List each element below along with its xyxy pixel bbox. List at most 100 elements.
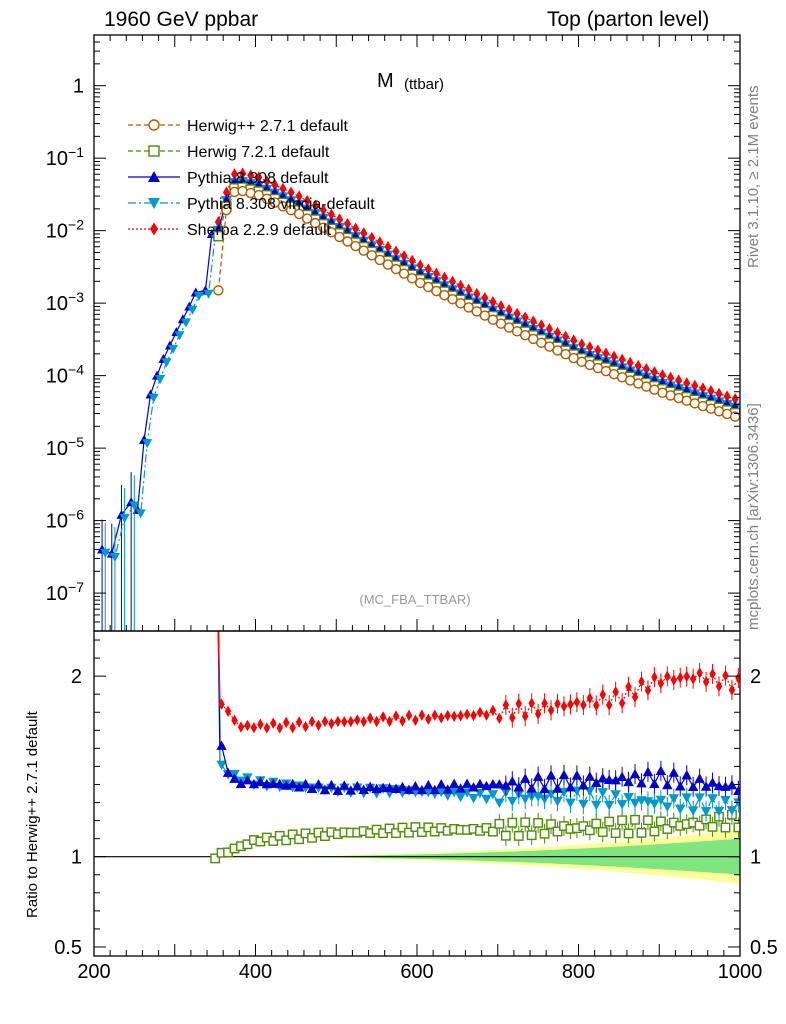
ratio-point — [707, 821, 718, 832]
ratio-point — [578, 780, 589, 790]
ratio-point — [399, 715, 406, 727]
data-point — [440, 271, 448, 284]
ratio-point — [237, 721, 245, 733]
data-point — [520, 329, 531, 341]
ratio-point — [332, 785, 344, 795]
ratio-point — [289, 721, 296, 734]
ratio-series-pythia-8-308-vincia-default — [216, 631, 740, 822]
ratio-point — [515, 697, 522, 710]
header-collision: 1960 GeV ppbar — [104, 8, 259, 31]
ratio-point — [210, 853, 221, 864]
ratio-point — [728, 684, 736, 696]
ratio-point — [612, 686, 619, 698]
ratio-point — [416, 784, 428, 795]
data-point — [489, 296, 497, 309]
data-point — [552, 345, 563, 356]
ratio-point — [655, 765, 667, 775]
ratio-point — [591, 818, 602, 829]
data-point — [658, 369, 666, 382]
ratio-point — [255, 776, 266, 787]
ratio-point — [461, 778, 473, 788]
data-point — [431, 285, 442, 297]
data-point — [487, 314, 499, 325]
data-point — [463, 302, 474, 313]
ratio-point — [675, 781, 686, 791]
ratio-point — [735, 672, 740, 684]
data-point — [213, 285, 224, 296]
data-point — [263, 175, 271, 188]
data-point — [161, 358, 172, 368]
ratio-point — [681, 793, 692, 803]
data-point — [374, 254, 386, 266]
ratio-point — [599, 688, 606, 701]
ratio-point — [567, 698, 574, 711]
ratio-point — [448, 787, 460, 798]
ratio-point — [250, 721, 258, 734]
ratio-point — [662, 802, 673, 812]
ratio-point — [636, 827, 647, 838]
ratio-point — [313, 779, 324, 789]
data-point — [610, 350, 618, 363]
data-point — [368, 231, 376, 244]
ratio-point — [242, 774, 253, 785]
data-point — [327, 208, 335, 221]
ratio-point — [715, 680, 723, 693]
ratio-point — [513, 831, 524, 841]
ratio-point — [552, 796, 563, 807]
data-point — [449, 275, 457, 288]
data-point — [528, 333, 539, 345]
mcplots-label: mcplots.cern.ch [arXiv:1306.3436] — [745, 403, 762, 630]
ratio-point — [591, 777, 602, 787]
data-point — [392, 245, 400, 258]
ratio-point — [384, 782, 395, 793]
plot-title: M — [377, 70, 394, 92]
y-tick-label: 10−1 — [46, 144, 84, 170]
data-point — [715, 387, 723, 400]
ratio-point — [687, 806, 699, 816]
ratio-point — [494, 779, 505, 789]
ratio-point — [584, 771, 596, 781]
data-point — [471, 306, 482, 317]
ratio-point — [352, 780, 363, 791]
ratio-y-tick-label-right: 0.5 — [750, 937, 778, 959]
ratio-point — [494, 798, 505, 808]
ratio-point — [483, 709, 490, 721]
data-point — [536, 337, 547, 348]
data-point — [247, 169, 255, 182]
data-point — [406, 273, 418, 284]
data-point — [667, 371, 675, 384]
ratio-point — [216, 740, 227, 750]
ratio-point — [326, 779, 337, 790]
data-point — [318, 222, 329, 233]
legend-marker — [148, 198, 160, 209]
ratio-point — [502, 699, 510, 711]
data-point — [408, 254, 416, 267]
y-tick-label: 10−5 — [46, 434, 84, 460]
data-point — [148, 393, 159, 403]
ratio-point — [702, 676, 710, 688]
data-point — [269, 197, 281, 208]
ratio-point — [216, 760, 227, 771]
ratio-point — [386, 715, 393, 728]
ratio-point — [274, 778, 285, 789]
ratio-point — [500, 830, 511, 841]
ratio-point — [545, 770, 557, 780]
ratio-point — [700, 807, 712, 817]
ratio-spike — [217, 631, 221, 705]
ratio-point — [610, 774, 621, 785]
ratio-point — [623, 828, 634, 839]
ratio-point — [418, 709, 426, 721]
ratio-point — [487, 790, 499, 800]
legend-label: Herwig++ 2.7.1 default — [187, 118, 349, 135]
ratio-point — [629, 768, 641, 779]
ratio-point — [554, 697, 561, 710]
legend-item: Sherpa 2.2.9 default — [128, 222, 332, 239]
data-point — [390, 263, 402, 275]
data-point — [479, 310, 491, 321]
ratio-point — [438, 712, 445, 724]
ratio-point — [474, 778, 486, 789]
data-point — [344, 217, 352, 230]
ratio-point — [546, 819, 556, 830]
ratio-point — [616, 771, 628, 781]
data-point — [529, 315, 537, 328]
